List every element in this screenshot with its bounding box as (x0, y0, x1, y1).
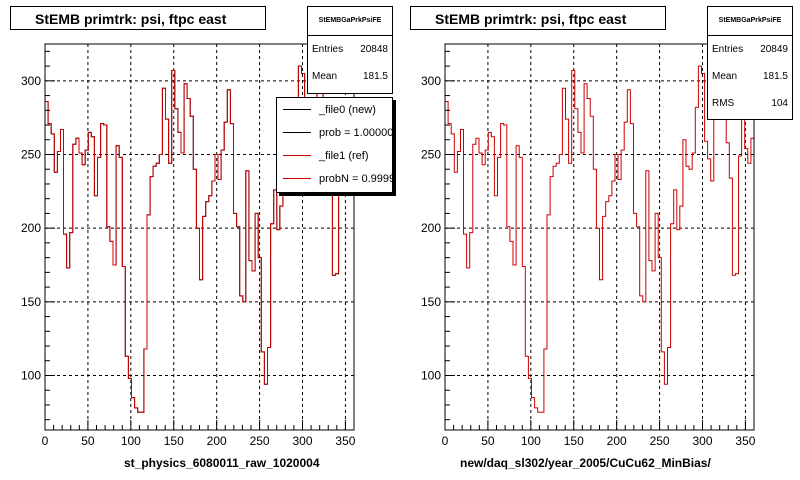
right-histogram-pad: 0 50 100 150 200 250 300 350 100 150 200 250 300 StE… (400, 0, 800, 480)
legend-line-icon (283, 178, 311, 179)
left-histogram-title: StEMB primtrk: psi, ftpc east (10, 6, 266, 30)
right-x-tick-label: 350 (735, 434, 755, 448)
legend-entry-file0: _file0 (new) (277, 98, 392, 121)
left-y-tick-label: 150 (21, 295, 41, 309)
right-x-tick-label: 150 (564, 434, 584, 448)
left-x-tick-label: 250 (250, 434, 270, 448)
legend-entry-file1: _file1 (ref) (277, 144, 392, 167)
left-y-tick-label: 100 (21, 368, 41, 382)
right-stats-box: StEMBGaPrkPsiFE Entries 20849 Mean 181.5… (707, 6, 793, 120)
left-histogram-plot: 0 50 100 150 200 250 300 350 100 150 200 250 300 (21, 43, 356, 448)
left-y-tick-label: 200 (21, 221, 41, 235)
right-histogram-plot: 0 50 100 150 200 250 300 350 100 150 200 250 300 (421, 43, 756, 448)
left-stats-box: StEMBGaPrkPsiFE Entries 20848 Mean 181.5 (307, 6, 393, 94)
legend-entry-prob: prob = 1.000000 (277, 121, 392, 144)
right-x-axis-label: new/daq_sl302/year_2005/CuCu62_MinBias/ (460, 456, 711, 470)
left-stats-entries: Entries 20848 (312, 44, 388, 55)
right-y-tick-label: 150 (421, 295, 441, 309)
right-x-tick-label: 50 (481, 434, 495, 448)
left-y-tick-label: 300 (21, 74, 41, 88)
right-y-tick-label: 200 (421, 221, 441, 235)
left-x-tick-label: 150 (164, 434, 184, 448)
left-stats-mean: Mean 181.5 (312, 71, 388, 82)
right-y-tick-label: 250 (421, 147, 441, 161)
right-x-tick-label: 100 (521, 434, 541, 448)
left-x-tick-label: 50 (81, 434, 95, 448)
left-x-tick-label: 350 (335, 434, 355, 448)
left-x-tick-label: 300 (292, 434, 312, 448)
right-x-tick-label: 250 (650, 434, 670, 448)
left-x-axis-label: st_physics_6080011_raw_1020004 (124, 456, 320, 470)
left-series-line-1 (45, 65, 354, 413)
right-stats-entries: Entries 20849 (712, 44, 788, 55)
left-x-tick-label: 200 (207, 434, 227, 448)
right-x-tick-label: 0 (442, 434, 449, 448)
legend-line-icon (283, 132, 311, 133)
right-histogram-title: StEMB primtrk: psi, ftpc east (410, 6, 666, 30)
legend-line-icon (283, 155, 311, 156)
right-y-tick-label: 100 (421, 368, 441, 382)
left-legend: _file0 (new) prob = 1.000000 _file1 (ref… (276, 97, 393, 193)
left-x-tick-label: 0 (42, 434, 49, 448)
right-stats-rms: RMS 104 (712, 98, 788, 109)
right-x-tick-label: 200 (607, 434, 627, 448)
legend-entry-probn: probN = 0.999999 (277, 167, 392, 190)
left-x-tick-label: 100 (121, 434, 141, 448)
right-stats-mean: Mean 181.5 (712, 71, 788, 82)
left-y-tick-label: 250 (21, 147, 41, 161)
right-stats-name: StEMBGaPrkPsiFE (708, 7, 792, 36)
right-y-tick-label: 300 (421, 74, 441, 88)
right-x-tick-label: 300 (692, 434, 712, 448)
left-histogram-pad: 0 50 100 150 200 250 300 350 100 150 200 250 300 StE… (10, 6, 393, 470)
right-series-line-0 (445, 65, 754, 413)
left-stats-name: StEMBGaPrkPsiFE (308, 7, 392, 36)
legend-line-icon (283, 109, 311, 110)
